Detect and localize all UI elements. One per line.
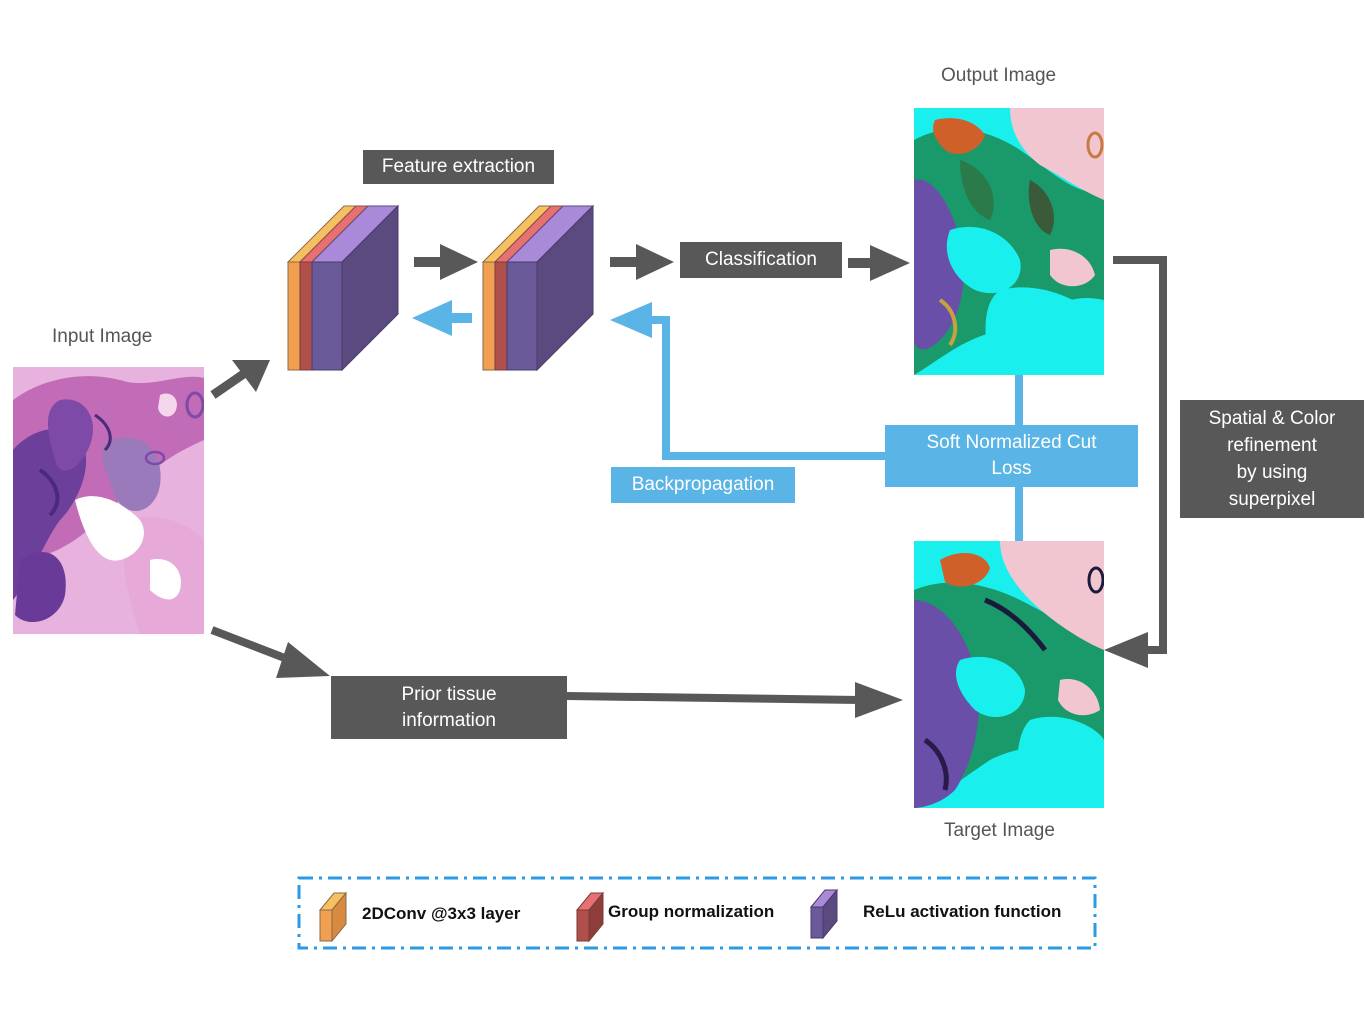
classification-box: Classification <box>680 242 842 278</box>
arrow-classification-to-output <box>848 245 910 281</box>
legend-groupnorm-label: Group normalization <box>608 902 775 921</box>
legend-relu-swatch <box>809 888 839 940</box>
arrow-input-to-conv <box>210 360 270 399</box>
arrow-prior-to-target <box>566 682 903 718</box>
arrow-input-to-prior <box>210 626 330 678</box>
arrow-conv1-to-conv2 <box>414 244 478 280</box>
spatial-color-refinement-box: Spatial & Color refinement by using supe… <box>1180 400 1364 518</box>
input-image <box>13 367 204 634</box>
arrow-backprop-conv2-to-conv1 <box>412 300 472 336</box>
arrow-refinement-loop <box>1104 256 1167 668</box>
prior-tissue-box: Prior tissue information <box>331 676 567 739</box>
legend-conv-label: 2DConv @3x3 layer <box>362 904 521 923</box>
output-image-caption: Output Image <box>941 65 1057 86</box>
feature-extraction-label: Feature extraction <box>363 150 554 184</box>
conv-block-1 <box>286 204 400 372</box>
arrow-backprop-loss-to-conv2 <box>610 302 885 460</box>
legend-relu-label: ReLu activation function <box>863 902 1062 921</box>
conv-block-2 <box>481 204 595 372</box>
legend-groupnorm-swatch <box>575 891 605 943</box>
target-image <box>914 541 1104 808</box>
backpropagation-box: Backpropagation <box>611 467 795 503</box>
output-image <box>914 108 1104 375</box>
target-image-caption: Target Image <box>944 820 1055 841</box>
legend-frame <box>297 876 1097 950</box>
input-image-caption: Input Image <box>52 326 153 347</box>
arrow-conv2-to-classification <box>610 244 674 280</box>
legend-conv-swatch <box>318 891 348 943</box>
soft-ncut-loss-box: Soft Normalized Cut Loss <box>885 425 1138 487</box>
